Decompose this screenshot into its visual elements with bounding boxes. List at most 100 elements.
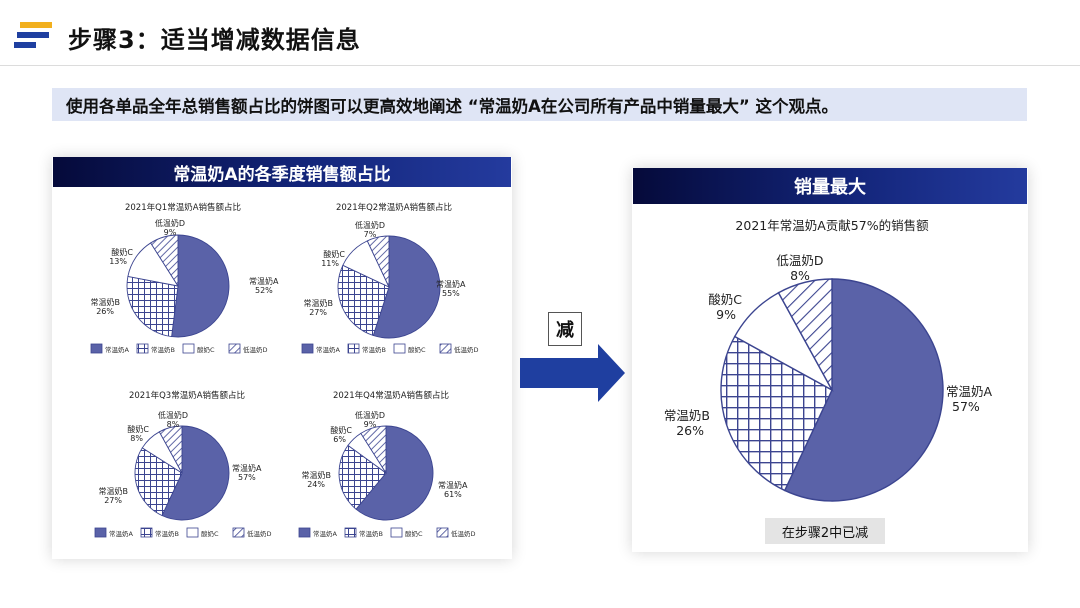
legend-label: 常温奶A <box>105 345 130 354</box>
slice-milk-a <box>355 425 434 521</box>
slice-milk-b <box>134 447 183 517</box>
data-label-name: 常温奶B <box>302 470 332 480</box>
legend-label: 常温奶B <box>151 345 175 354</box>
legend-label: 常温奶B <box>359 529 383 538</box>
subtitle-text: 使用各单品全年总销售额占比的饼图可以更高效地阐述 “常温奶A在公司所有产品中销量… <box>66 96 838 116</box>
data-label-name: 低温奶D <box>355 410 385 420</box>
pie-chart-1: 2021年Q1常温奶A销售额占比常温奶A52%常温奶B26%酸奶C13%低温奶D… <box>91 202 279 354</box>
reduce-label: 减 <box>556 320 574 341</box>
legend-swatch <box>344 527 357 538</box>
data-label-value: 9% <box>716 307 736 322</box>
data-label-name: 常温奶B <box>664 408 710 423</box>
data-label-value: 8% <box>790 268 810 283</box>
legend-label: 酸奶C <box>408 345 426 354</box>
legend-label: 酸奶C <box>197 345 215 354</box>
data-label-name: 酸奶C <box>111 247 133 257</box>
data-label-value: 9% <box>364 420 377 429</box>
legend-swatch <box>436 527 449 538</box>
legend-swatch <box>390 527 403 538</box>
data-label-value: 6% <box>333 435 346 444</box>
legend-label: 常温奶B <box>362 345 386 354</box>
data-label-value: 8% <box>167 420 180 429</box>
legend-label: 常温奶A <box>109 529 134 538</box>
data-label-value: 9% <box>164 228 177 237</box>
chart-title: 2021年Q4常温奶A销售额占比 <box>333 390 449 401</box>
slice-chilled-d <box>158 425 183 474</box>
chart-title: 2021年常温奶A贡献57%的销售额 <box>735 218 929 233</box>
data-label-value: 57% <box>238 473 256 482</box>
data-label-value: 27% <box>309 308 327 317</box>
quarterly-charts-banner-text: 常温奶A的各季度销售额占比 <box>173 164 391 185</box>
quarterly-charts-panel <box>52 157 512 559</box>
slice-milk-a <box>783 278 944 502</box>
data-label-value: 8% <box>130 434 143 443</box>
data-label-name: 常温奶A <box>436 279 466 289</box>
legend-label: 低温奶D <box>454 345 479 354</box>
data-label-value: 55% <box>442 289 460 298</box>
legend-label: 酸奶C <box>405 529 423 538</box>
data-label-value: 26% <box>96 307 114 316</box>
data-label-name: 常温奶A <box>946 384 993 399</box>
slide-header: 步骤3：适当增减数据信息 <box>0 0 1080 66</box>
legend-swatch <box>232 527 245 538</box>
data-label-value: 24% <box>307 480 325 489</box>
chart-title: 2021年Q2常温奶A销售额占比 <box>336 202 452 213</box>
slice-milk-a <box>372 235 441 339</box>
data-label-name: 低温奶D <box>158 410 188 420</box>
page-title: 步骤3：适当增减数据信息 <box>68 26 361 54</box>
stripes-logo-icon <box>14 22 52 48</box>
slice-milk-a <box>161 425 230 521</box>
data-label-name: 低温奶D <box>355 220 385 230</box>
slice-milk-b <box>126 275 179 338</box>
data-label-value: 7% <box>364 230 377 239</box>
data-label-value: 11% <box>321 259 339 268</box>
legend-swatch <box>393 343 406 354</box>
data-label-name: 酸奶C <box>127 424 149 434</box>
data-label-value: 61% <box>444 490 462 499</box>
data-label-name: 常温奶A <box>249 276 279 286</box>
legend-swatch <box>298 527 311 538</box>
pie-chart-3: 2021年Q3常温奶A销售额占比常温奶A57%常温奶B27%酸奶C8%低温奶D8… <box>94 390 272 538</box>
reduced-note-box: 在步骤2中已减 <box>765 518 885 544</box>
data-label-value: 52% <box>255 286 273 295</box>
legend-label: 常温奶A <box>313 529 338 538</box>
pie-chart-4: 2021年Q4常温奶A销售额占比常温奶A61%常温奶B24%酸奶C6%低温奶D9… <box>298 390 476 538</box>
data-label-name: 常温奶B <box>99 486 129 496</box>
pie-chart-2: 2021年Q2常温奶A销售额占比常温奶A55%常温奶B27%酸奶C11%低温奶D… <box>301 202 479 354</box>
data-label-name: 常温奶B <box>304 298 334 308</box>
legend-swatch <box>182 343 195 354</box>
slice-milk-a <box>171 234 230 338</box>
legend-label: 低温奶D <box>247 529 272 538</box>
data-label-name: 酸奶C <box>330 425 352 435</box>
data-label-value: 26% <box>676 423 704 438</box>
legend-label: 低温奶D <box>451 529 476 538</box>
legend-swatch <box>94 527 107 538</box>
annual-chart-banner: 销量最大 <box>633 168 1027 204</box>
legend-swatch <box>186 527 199 538</box>
data-label-value: 57% <box>952 399 980 414</box>
slice-milk-b <box>338 444 387 510</box>
data-label-name: 酸奶C <box>708 292 742 307</box>
legend-label: 常温奶A <box>316 345 341 354</box>
data-label-name: 低温奶D <box>155 218 185 228</box>
slice-chilled-d <box>150 234 179 288</box>
slice-chilled-d <box>360 425 387 475</box>
slice-chilled-d <box>366 235 390 288</box>
legend-swatch <box>90 343 103 354</box>
reduced-note-text: 在步骤2中已减 <box>781 525 869 541</box>
data-label-value: 13% <box>109 257 127 266</box>
legend-swatch <box>140 527 153 538</box>
quarterly-charts-banner: 常温奶A的各季度销售额占比 <box>53 157 511 187</box>
data-label-name: 酸奶C <box>323 249 345 259</box>
legend-label: 常温奶B <box>155 529 179 538</box>
legend-swatch <box>347 343 360 354</box>
legend-label: 酸奶C <box>201 529 219 538</box>
data-label-name: 常温奶A <box>232 463 262 473</box>
data-label-value: 27% <box>104 496 122 505</box>
slice-milk-b <box>337 264 390 337</box>
legend-label: 低温奶D <box>243 345 268 354</box>
legend-swatch <box>136 343 149 354</box>
chart-title: 2021年Q3常温奶A销售额占比 <box>129 390 245 401</box>
data-label-name: 常温奶A <box>438 480 468 490</box>
